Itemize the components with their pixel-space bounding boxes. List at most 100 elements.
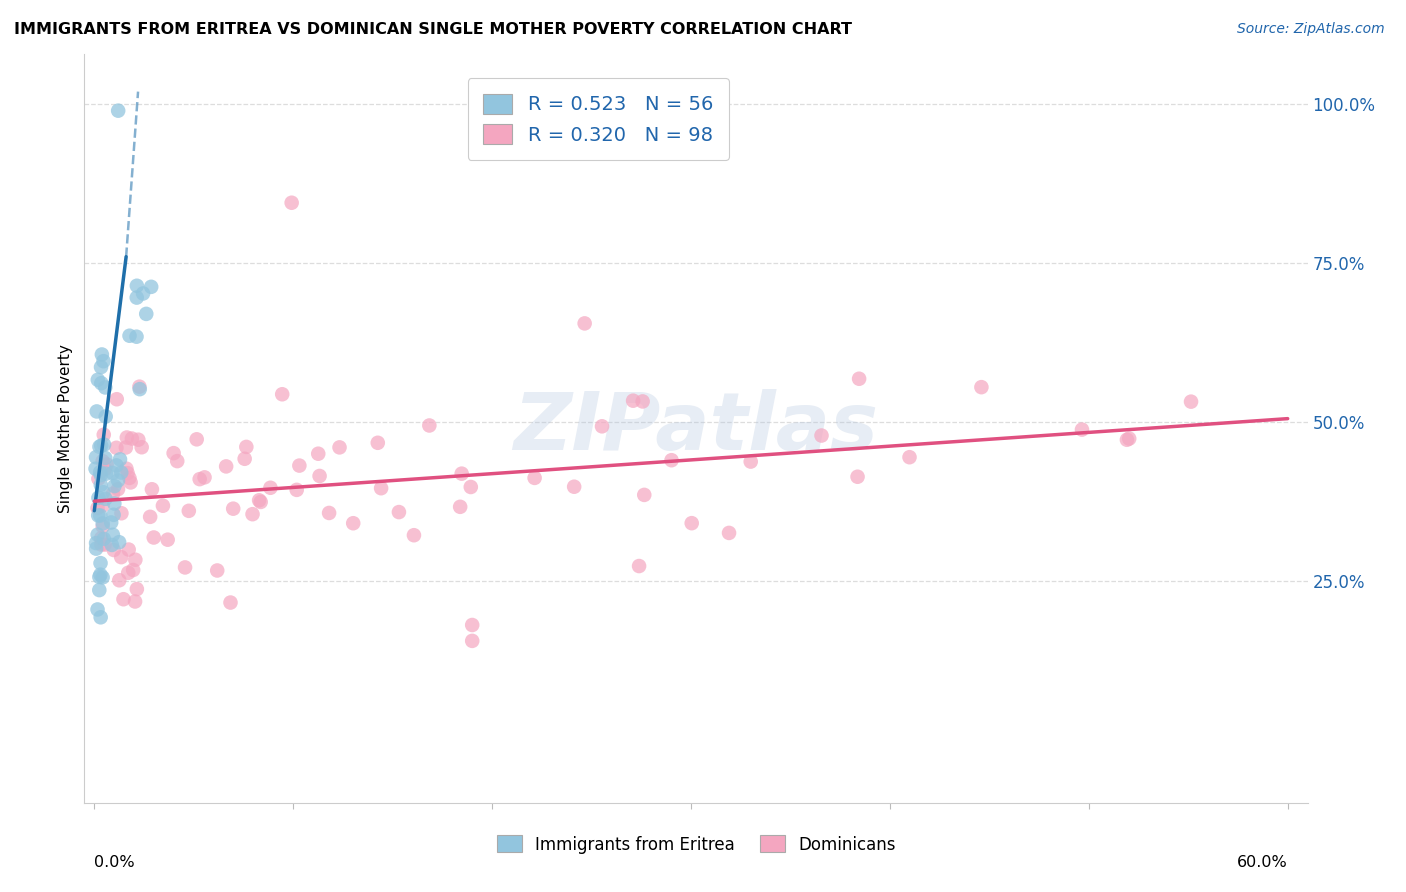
Point — [118, 542, 141, 557]
Point — [418, 418, 440, 433]
Point — [86, 527, 108, 541]
Point — [90, 376, 112, 391]
Point — [125, 291, 148, 305]
Point — [247, 493, 270, 508]
Text: ZIPatlas: ZIPatlas — [513, 389, 879, 467]
Point — [846, 469, 869, 483]
Point — [177, 504, 200, 518]
Point — [105, 441, 128, 455]
Point — [117, 466, 139, 480]
Point — [90, 537, 112, 551]
Point — [207, 564, 229, 578]
Legend: Immigrants from Eritrea, Dominicans: Immigrants from Eritrea, Dominicans — [488, 827, 904, 862]
Point — [107, 474, 129, 488]
Point — [125, 278, 148, 293]
Point — [101, 466, 124, 480]
Point — [574, 317, 596, 331]
Point — [681, 516, 703, 531]
Point — [90, 531, 112, 545]
Point — [93, 427, 115, 442]
Point — [96, 458, 118, 472]
Point — [342, 516, 364, 531]
Point — [1118, 432, 1140, 446]
Point — [86, 501, 108, 516]
Point — [121, 432, 143, 446]
Point — [628, 559, 651, 574]
Point — [328, 441, 350, 455]
Point — [107, 103, 129, 118]
Point — [108, 452, 131, 467]
Point — [166, 454, 188, 468]
Point — [450, 467, 472, 481]
Point — [93, 437, 115, 451]
Point — [94, 450, 117, 465]
Point — [107, 482, 129, 496]
Point — [87, 472, 110, 486]
Point — [139, 509, 162, 524]
Point — [87, 491, 110, 505]
Point — [105, 458, 128, 473]
Point — [124, 552, 146, 566]
Point — [108, 535, 131, 549]
Point — [970, 380, 993, 394]
Point — [449, 500, 471, 514]
Point — [110, 506, 132, 520]
Point — [110, 550, 132, 565]
Point — [142, 531, 165, 545]
Point — [89, 556, 111, 570]
Point — [118, 328, 141, 343]
Point — [84, 541, 107, 556]
Point — [141, 280, 163, 294]
Text: 60.0%: 60.0% — [1237, 855, 1288, 871]
Point — [89, 583, 111, 598]
Point — [91, 454, 114, 468]
Point — [84, 536, 107, 550]
Point — [307, 447, 329, 461]
Point — [318, 506, 340, 520]
Point — [1180, 394, 1202, 409]
Point — [285, 483, 308, 497]
Point — [122, 563, 145, 577]
Point — [367, 435, 389, 450]
Point — [233, 451, 256, 466]
Point — [461, 633, 484, 648]
Point — [152, 499, 174, 513]
Point — [91, 570, 114, 584]
Point — [621, 393, 644, 408]
Point — [156, 533, 179, 547]
Point — [215, 459, 238, 474]
Point — [131, 440, 153, 454]
Point — [94, 467, 117, 481]
Point — [87, 508, 110, 523]
Point — [174, 560, 197, 574]
Point — [89, 570, 111, 584]
Point — [90, 478, 112, 492]
Point — [90, 468, 112, 483]
Point — [370, 481, 392, 495]
Point — [141, 482, 163, 496]
Point — [162, 446, 184, 460]
Point — [235, 440, 257, 454]
Point — [84, 450, 107, 465]
Point — [308, 469, 330, 483]
Point — [186, 433, 208, 447]
Point — [103, 508, 125, 522]
Point — [91, 516, 114, 531]
Point — [388, 505, 411, 519]
Point — [110, 466, 132, 480]
Point — [101, 528, 124, 542]
Point — [94, 380, 117, 394]
Point — [135, 307, 157, 321]
Point — [90, 347, 112, 361]
Point — [848, 372, 870, 386]
Point — [898, 450, 921, 465]
Point — [115, 461, 138, 475]
Point — [125, 582, 148, 596]
Point — [280, 195, 302, 210]
Point — [84, 461, 107, 475]
Text: IMMIGRANTS FROM ERITREA VS DOMINICAN SINGLE MOTHER POVERTY CORRELATION CHART: IMMIGRANTS FROM ERITREA VS DOMINICAN SIN… — [14, 22, 852, 37]
Point — [89, 465, 111, 479]
Point — [461, 618, 484, 632]
Point — [402, 528, 425, 542]
Point — [101, 538, 124, 552]
